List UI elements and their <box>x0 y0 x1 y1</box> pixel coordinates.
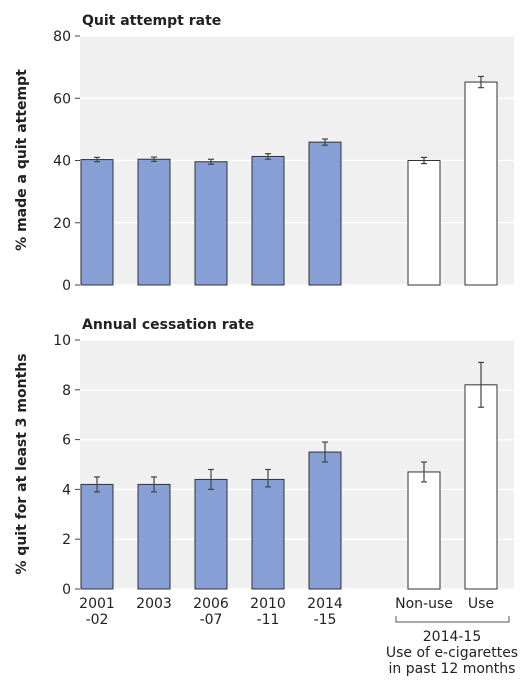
bar-2010-11 <box>251 155 285 286</box>
bar-2003 <box>137 483 171 590</box>
y-tick-label: 0 <box>62 278 71 294</box>
y-tick-label: 6 <box>62 433 71 449</box>
bar-use <box>464 81 498 286</box>
panel-quit-attempt: Quit attempt rate % made a quit attempt … <box>14 13 514 294</box>
x-tick-label: 2001 <box>79 596 115 612</box>
y-tick-label: 2 <box>62 532 71 548</box>
bar-use <box>464 384 498 590</box>
error-bar <box>478 361 484 408</box>
y-tick-label: 4 <box>62 482 71 498</box>
error-bar <box>265 468 271 488</box>
error-bar <box>322 138 328 146</box>
y-tick-label: 10 <box>53 333 71 349</box>
error-bar <box>265 153 271 160</box>
bar-2001-02 <box>80 159 114 286</box>
bar-2010-11 <box>251 478 285 590</box>
bars <box>80 361 498 590</box>
group-bracket: 2014-15 Use of e-cigarettes in past 12 m… <box>386 616 518 677</box>
error-bar <box>478 75 484 89</box>
error-bar <box>151 156 157 163</box>
error-bar <box>151 476 157 493</box>
x-tick-label: Non-use <box>395 596 453 612</box>
y-axis-label: % made a quit attempt <box>14 69 30 251</box>
y-axis-label: % quit for at least 3 months <box>14 353 30 574</box>
panel-annual-cessation: Annual cessation rate % quit for at leas… <box>14 317 514 598</box>
y-tick-label: 60 <box>53 91 71 107</box>
bar-2006-07 <box>194 161 228 286</box>
bar-2006-07 <box>194 478 228 590</box>
y-tick-label: 20 <box>53 216 71 232</box>
error-bar <box>208 158 214 165</box>
x-tick-labels: 2001-02 2003 2006-07 2010-11 2014-15 Non-use U… <box>79 596 494 628</box>
group-note-line2: Use of e-cigarettes <box>386 645 518 661</box>
bar-non-use <box>407 471 441 590</box>
x-tick-label: 2014 <box>307 596 343 612</box>
bar-2014-15 <box>308 451 342 590</box>
bracket-line <box>395 616 510 623</box>
y-tick-label: 80 <box>53 29 71 45</box>
chart-title: Quit attempt rate <box>82 13 221 29</box>
y-ticks: 0 2 4 6 8 10 <box>53 333 80 598</box>
group-note-line1: 2014-15 <box>423 629 482 645</box>
x-tick-label: Use <box>468 596 494 612</box>
y-ticks: 0 20 40 60 80 <box>53 29 80 294</box>
bar-non-use <box>407 160 441 286</box>
bar-2003 <box>137 158 171 286</box>
error-bar <box>94 156 100 163</box>
y-tick-label: 40 <box>53 154 71 170</box>
group-note-line3: in past 12 months <box>389 661 516 677</box>
error-bar <box>208 468 214 490</box>
error-bar <box>94 476 100 493</box>
bar-2014-15 <box>308 141 342 286</box>
x-tick-label: 2006 <box>193 596 229 612</box>
x-tick-label: -11 <box>257 612 280 628</box>
error-bar <box>421 461 427 483</box>
error-bar <box>421 156 427 165</box>
x-tick-label: 2010 <box>250 596 286 612</box>
chart-title: Annual cessation rate <box>82 317 254 333</box>
error-bar <box>322 441 328 463</box>
y-tick-label: 0 <box>62 582 71 598</box>
y-tick-label: 8 <box>62 383 71 399</box>
bar-2001-02 <box>80 483 114 590</box>
x-tick-label: -15 <box>314 612 337 628</box>
bars <box>80 75 498 286</box>
x-tick-label: -07 <box>200 612 223 628</box>
gridlines <box>80 339 514 590</box>
x-tick-label: 2003 <box>136 596 172 612</box>
x-tick-label: -02 <box>86 612 109 628</box>
